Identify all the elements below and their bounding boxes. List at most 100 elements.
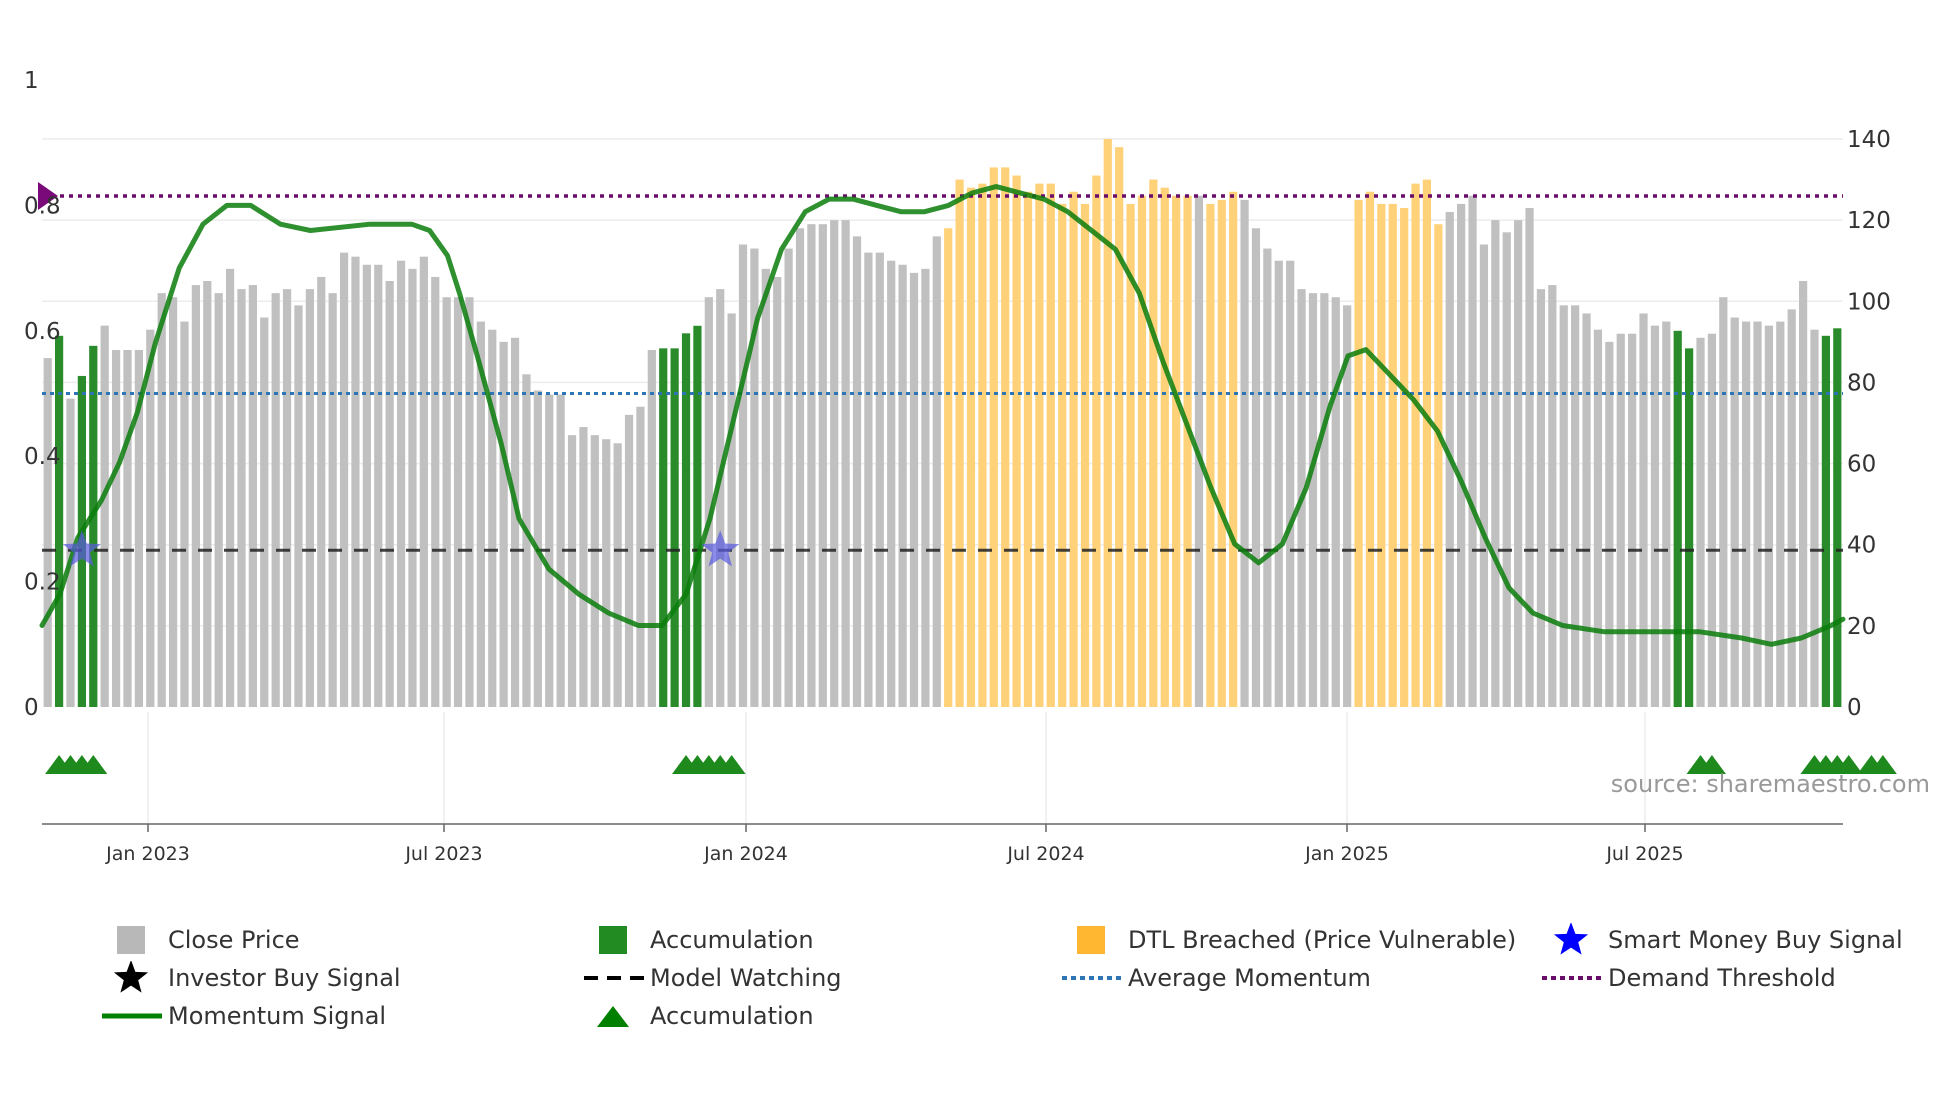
close-price-bar [317,276,326,707]
accumulation-bar [1673,330,1682,707]
accumulation-bar [1833,328,1842,707]
dtl-breached-bar [1046,183,1055,708]
close-price-bar [1707,333,1717,707]
close-price-bar [875,252,884,707]
close-price-bar [932,236,941,707]
y-left-tick-label: 0.2 [24,570,61,596]
dtl-breached-bar [1103,139,1112,707]
close-price-bar [704,297,713,707]
smart-money-buy-star [62,530,101,567]
dtl-breached-bar [1411,183,1420,708]
close-price-bar [431,276,440,707]
close-price-bar [830,220,839,707]
tick-labels: 0 0.2 0.4 0.6 0.8 1 0 20 40 60 80 100 120 140 Jan 2023… [24,68,1891,865]
axes [42,823,1843,832]
close-price-bar [1479,244,1489,707]
close-price-bar [556,394,565,707]
close-price-bar [203,281,212,707]
close-price-bar [453,297,463,707]
close-price-bar [214,293,223,707]
close-price-bar [305,289,314,707]
close-price-bar [1251,228,1261,707]
accumulation-triangle [717,755,746,774]
momentum-signal-path [39,184,1846,647]
close-price-bar [1240,199,1249,707]
close-price-bar [328,293,337,707]
close-price-bar [271,293,280,707]
y-left-tick-label: 1 [24,68,39,94]
dtl-breached-bar [1058,203,1067,707]
close-price-bar [1582,313,1591,707]
close-price-bar [1593,329,1603,707]
dtl-breached-bar [1217,199,1226,707]
close-price-bar [1343,305,1352,707]
close-price-bar [1536,289,1546,707]
close-price-bar [260,317,269,707]
close-price-bar [1514,220,1523,707]
accumulation-bar [693,325,702,707]
close-price-bar [123,349,132,707]
y-left-tick-label: 0.6 [24,319,61,345]
close-price-bar [282,289,292,707]
close-price-bar [1810,329,1819,707]
close-price-bar [590,435,599,707]
dtl-breached-bar [1172,195,1181,708]
y-right-tick-label: 100 [1847,289,1891,315]
close-price-bar [795,228,805,707]
close-price-bar [773,276,782,707]
close-price-bar [750,248,759,708]
close-price-bar [168,297,178,707]
dtl-breached-bar [1206,203,1215,707]
x-tick-label: Jul 2025 [1605,843,1683,865]
close-price-bar [248,285,257,707]
y-right-tick-label: 0 [1847,695,1862,721]
close-price-bar [362,264,371,707]
x-tick-label: Jan 2023 [105,843,190,865]
close-price-bar [818,224,827,707]
close-price-bar [351,256,360,707]
close-price-bar [624,414,634,707]
close-price-bar [716,289,725,707]
x-tick-label: Jan 2025 [1304,843,1389,865]
y-right-tick-label: 40 [1847,533,1876,559]
dtl-breached-bar [1012,175,1021,707]
close-price-bar [134,349,143,707]
momentum-signal-line [39,184,1846,647]
dtl-breached-bar [1388,203,1397,707]
close-price-bar [579,427,588,707]
accumulation-bar [1821,335,1831,707]
dtl-breached-bar [955,179,964,708]
close-price-bar [339,252,349,707]
dtl-breached-bar [1069,191,1078,707]
dtl-breached-bar [1035,183,1044,708]
close-price-bar [385,281,394,707]
dtl-breached-bar [1126,203,1135,707]
close-price-bar [887,260,896,707]
accumulation-bar [659,348,668,707]
close-price-bar [1525,207,1534,707]
close-price-bar [852,236,862,707]
close-price-bar [1639,313,1648,707]
close-price-bar [1605,341,1614,707]
close-price-bar [1457,203,1466,707]
dtl-breached-bar [1365,191,1375,707]
dtl-breached-bar [1422,179,1432,708]
signal-markers [45,530,1897,774]
y-left-tick-label: 0 [24,695,39,721]
y-left-tick-label: 0.8 [24,193,61,219]
dtl-breached-bar [1001,167,1010,707]
accumulation-triangle [1834,755,1863,774]
close-price-bar [761,268,770,707]
close-price-bar [1286,260,1295,707]
close-price-bar [180,321,189,707]
y-right-tick-label: 20 [1847,614,1876,640]
y-right-tick-label: 120 [1847,208,1891,234]
x-tick-label: Jul 2023 [404,843,482,865]
close-price-bar [1730,317,1739,707]
x-tick-label: Jul 2024 [1006,843,1084,865]
dtl-breached-bar [1377,203,1386,707]
x-tick-label: Jan 2024 [703,843,788,865]
close-price-bar [146,329,155,707]
close-price-bar [1548,285,1557,707]
close-price-bar [864,252,873,707]
